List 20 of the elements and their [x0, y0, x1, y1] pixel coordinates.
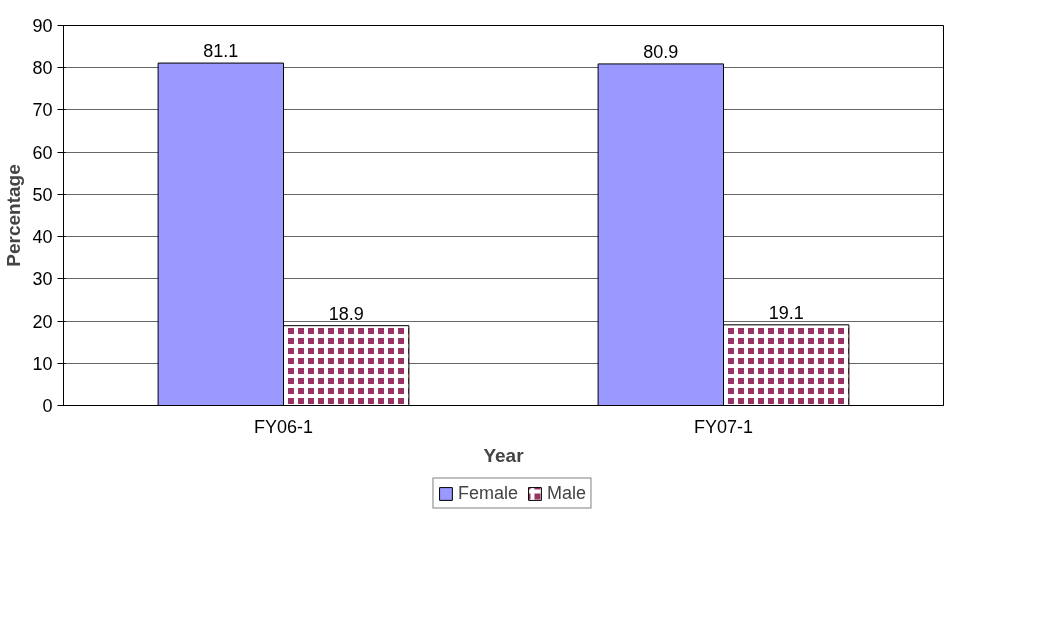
data-label: 18.9: [328, 303, 364, 324]
y-tick-label: 50: [32, 184, 53, 205]
y-tick-label: 40: [32, 227, 53, 248]
data-label: 81.1: [203, 41, 239, 62]
y-tick-label: 90: [32, 16, 53, 36]
x-axis-title: Year: [483, 444, 525, 466]
legend-label: Male: [547, 482, 587, 504]
y-axis-title: Percentage: [3, 164, 25, 267]
y-tick-label: 80: [32, 58, 53, 79]
y-tick-label: 0: [42, 396, 53, 416]
data-label: 80.9: [643, 41, 679, 62]
legend-label: Female: [457, 482, 519, 504]
x-tick-label: FY07-1: [693, 416, 754, 437]
y-tick-label: 30: [32, 269, 53, 290]
y-tick-label: 10: [32, 353, 53, 374]
x-tick-label: FY06-1: [253, 416, 314, 437]
y-tick-label: 70: [32, 100, 53, 121]
y-tick-label: 60: [32, 142, 53, 163]
data-label: 19.1: [768, 302, 804, 323]
y-tick-label: 20: [32, 311, 53, 332]
